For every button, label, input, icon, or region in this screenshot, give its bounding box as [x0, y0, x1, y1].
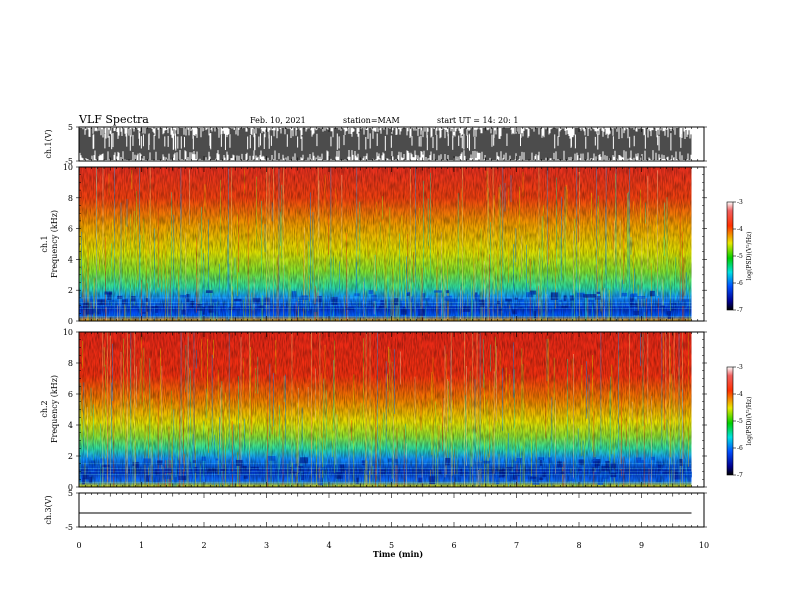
x-tick-label: 4: [326, 541, 331, 550]
x-tick-label: 1: [139, 541, 144, 550]
x-tick-label: 10: [699, 541, 709, 550]
ch1-colorbar-scale: [726, 201, 734, 311]
y-tick-label: 5: [68, 123, 73, 132]
ch2-spectrogram-ylabel-channel: ch.2: [40, 400, 49, 417]
y-tick-label: 10: [63, 328, 73, 337]
x-tick-label: 3: [264, 541, 269, 550]
ch2-colorbar-ticks: -3 -4 -5 -6 -7: [733, 364, 743, 479]
colorbar-tick-label: -7: [737, 472, 743, 479]
colorbar-tick-label: -5: [737, 418, 743, 425]
figure-title: VLF Spectra: [78, 113, 149, 126]
y-tick-label: 8: [68, 359, 73, 368]
colorbar-tick-label: -3: [737, 364, 743, 371]
x-tick-label: 8: [576, 541, 581, 550]
y-tick-label: 0: [68, 483, 73, 492]
y-tick-label: 4: [68, 421, 73, 430]
colorbar-tick-label: -5: [737, 253, 743, 260]
ch3-waveform-panel: 5 -5 ch.3(V): [44, 489, 707, 532]
colorbar-tick-label: -6: [737, 280, 743, 287]
ch1-waveform-trace: [79, 128, 692, 160]
ch2-colorbar-scale: [726, 366, 734, 476]
y-tick-label: 4: [68, 255, 73, 264]
colorbar-tick-label: -4: [737, 226, 743, 233]
ch2-colorbar-label: log(PSD)(V²/Hz): [746, 397, 753, 446]
x-tick-label: 2: [201, 541, 206, 550]
ch1-spectrogram-texture: [79, 167, 692, 321]
header-station: station=MAM: [343, 116, 400, 125]
ch1-spectrogram-panel: 0 2 4 6 8 10 ch.1 Frequency (kHz): [40, 163, 707, 326]
ch2-colorbar: -3 -4 -5 -6 -7 log(PSD)(V²/Hz): [726, 364, 753, 479]
ch1-waveform-impulses: [79, 128, 692, 160]
ch1-waveform-axes: 5 -5: [65, 123, 707, 166]
ch3-waveform-axes: 5 -5: [65, 489, 707, 532]
y-tick-label: -5: [65, 523, 73, 532]
ch1-spectrogram-axes: 0 2 4 6 8 10: [63, 163, 707, 326]
colorbar-tick-label: -4: [737, 391, 743, 398]
ch1-colorbar: -3 -4 -5 -6 -7 log(PSD)(V²/Hz): [726, 199, 753, 314]
y-tick-label: 8: [68, 194, 73, 203]
ch2-spectrogram-panel: 0 2 4 6 8 10 ch.2 Frequency (kHz): [40, 328, 707, 492]
ch2-spectrogram-texture: [79, 332, 692, 487]
ch3-waveform-frame: [78, 492, 705, 528]
y-tick-label: 5: [68, 489, 73, 498]
y-tick-label: 2: [68, 452, 73, 461]
x-tick-label: 7: [514, 541, 519, 550]
x-tick-label: 9: [639, 541, 644, 550]
y-tick-label: 10: [63, 163, 73, 172]
y-tick-label: -5: [65, 157, 73, 166]
x-tick-label: 6: [451, 541, 456, 550]
colorbar-tick-label: -3: [737, 199, 743, 206]
y-tick-label: 2: [68, 286, 73, 295]
y-tick-label: 0: [68, 317, 73, 326]
ch1-spectrogram-ylabel-frequency: Frequency (kHz): [50, 210, 59, 278]
time-axis-tick-labels: 0 1 2 3 4 5 6 7 8 9 10: [76, 541, 709, 550]
header-date: Feb. 10, 2021: [250, 116, 306, 125]
y-tick-label: 6: [68, 390, 73, 399]
colorbar-tick-label: -7: [737, 307, 743, 314]
ch1-colorbar-ticks: -3 -4 -5 -6 -7: [733, 199, 743, 314]
colorbar-tick-label: -6: [737, 445, 743, 452]
ch1-waveform-ylabel: ch.1(V): [44, 129, 53, 158]
ch2-spectrogram-axes: 0 2 4 6 8 10: [63, 328, 707, 492]
ch1-waveform-panel: 5 -5 ch.1(V): [44, 123, 707, 166]
header-start-time: start UT = 14: 20: 1: [437, 116, 518, 125]
ch2-spectrogram-ylabel-frequency: Frequency (kHz): [50, 375, 59, 443]
ch1-colorbar-label: log(PSD)(V²/Hz): [746, 232, 753, 281]
x-tick-label: 5: [389, 541, 394, 550]
y-tick-label: 6: [68, 225, 73, 234]
x-tick-label: 0: [76, 541, 81, 550]
time-axis-label: Time (min): [373, 549, 423, 559]
ch3-waveform-ylabel: ch.3(V): [44, 495, 53, 524]
ch1-spectrogram-ylabel-channel: ch.1: [40, 235, 49, 252]
